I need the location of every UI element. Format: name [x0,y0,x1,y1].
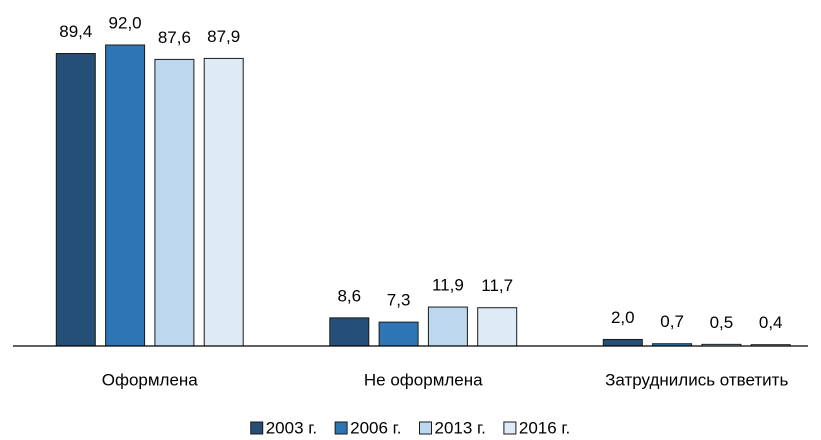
legend-label: 2006 г. [350,418,401,437]
legend-label: 2003 г. [266,418,317,437]
bar [477,307,518,347]
x-tick-label: Оформлена [102,370,199,389]
value-label: 0,7 [660,312,684,331]
x-tick-label: Затруднились ответить [605,370,788,389]
legend-label: 2016 г. [519,418,570,437]
bar [378,321,419,347]
value-label: 11,9 [432,276,464,295]
value-label: 87,6 [158,28,191,47]
legend-label: 2013 г. [435,418,486,437]
legend-swatch [250,421,264,435]
value-label: 11,7 [481,276,513,295]
value-label: 2,0 [611,308,635,327]
bar [154,58,195,347]
value-label: 0,5 [710,313,734,332]
value-label: 8,6 [337,286,361,305]
legend-swatch [334,421,348,435]
bar [602,338,643,347]
value-label: 87,9 [207,27,240,46]
value-label: 89,4 [59,22,92,41]
bar [55,53,96,347]
bar [105,44,146,347]
x-tick-label: Не оформлена [364,370,483,389]
bar [203,57,244,347]
value-label: 92,0 [109,13,142,32]
legend-swatch [503,421,517,435]
value-label: 0,4 [759,313,783,332]
bar [427,306,468,347]
bar [329,317,370,347]
legend-swatch [419,421,432,435]
value-label: 7,3 [387,291,411,310]
